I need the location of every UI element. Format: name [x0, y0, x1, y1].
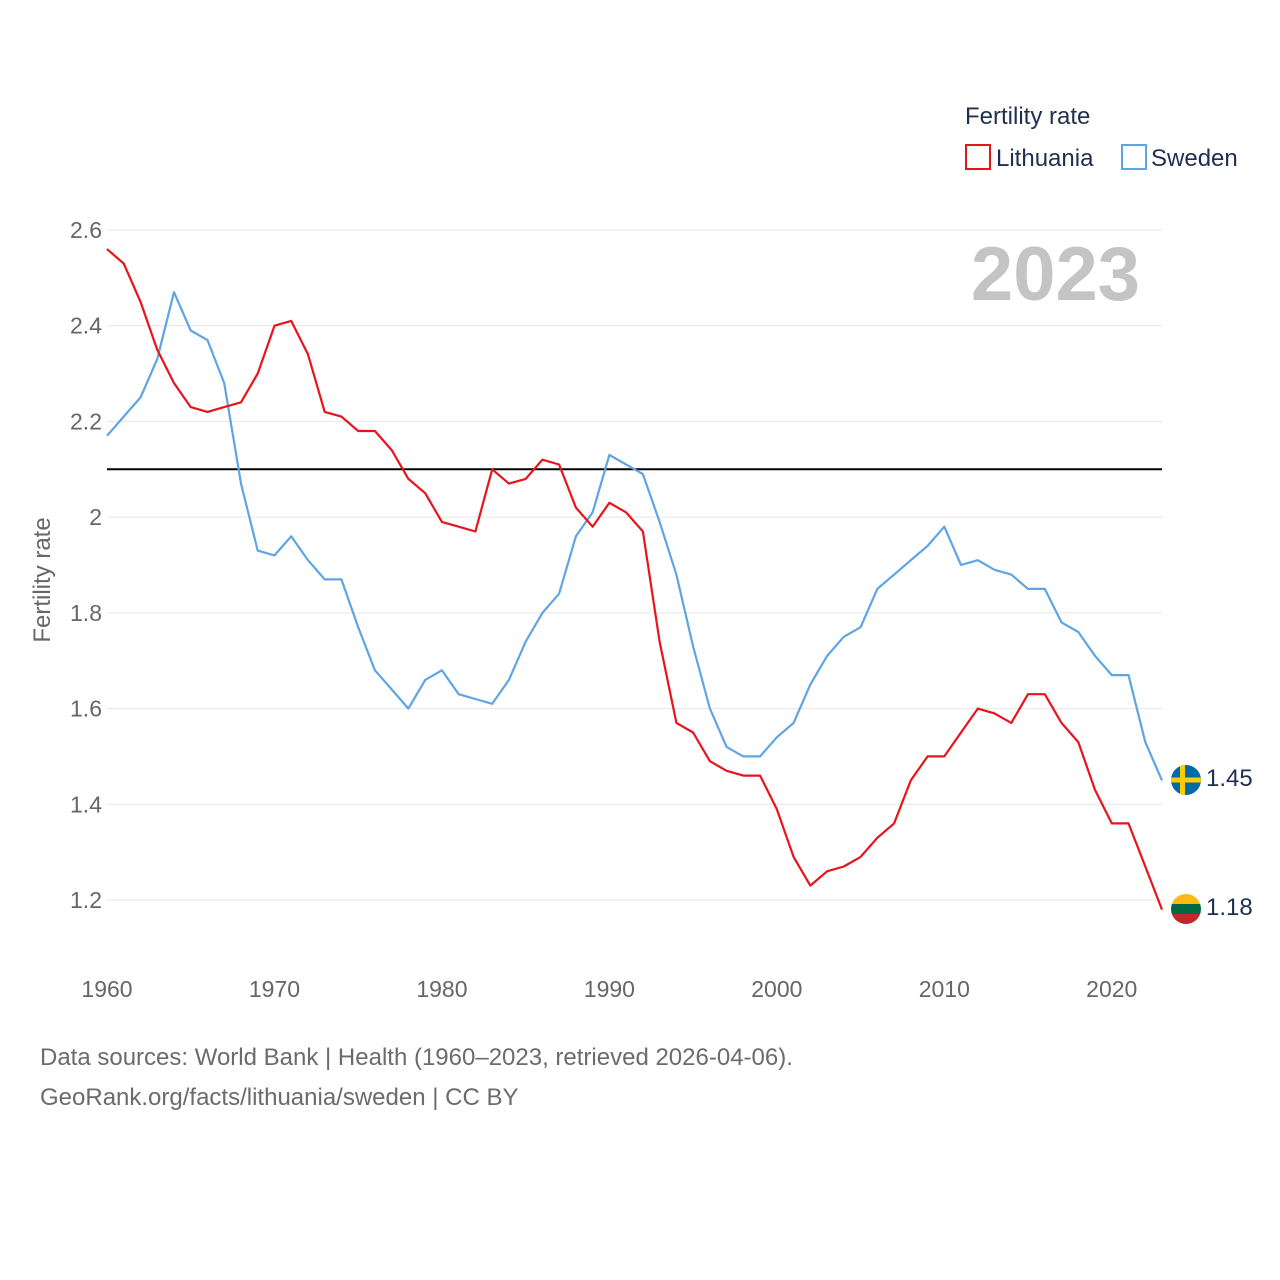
x-tick-label: 1980: [416, 976, 467, 1002]
y-tick-label: 1.6: [70, 696, 102, 722]
x-tick-label: 2010: [919, 976, 970, 1002]
y-tick-label: 2: [89, 504, 102, 530]
x-axis-ticks: 1960 1970 1980 1990 2000 2010 2020: [81, 976, 1137, 1002]
y-tick-label: 2.4: [70, 313, 102, 339]
end-value-label-sweden: 1.45: [1206, 765, 1253, 792]
legend-label-sweden: Sweden: [1151, 145, 1238, 172]
y-tick-label: 2.2: [70, 408, 102, 434]
grid-lines: [107, 229, 1162, 901]
year-watermark: 2023: [971, 232, 1140, 317]
legend: Fertility rate Lithuania Sweden: [965, 103, 1238, 172]
end-value-label-lithuania: 1.18: [1206, 894, 1253, 921]
sweden-flag-icon: [1171, 765, 1201, 795]
data-sources-note: Data sources: World Bank | Health (1960–…: [40, 1044, 793, 1071]
x-tick-label: 1990: [584, 976, 635, 1002]
x-tick-label: 1970: [249, 976, 300, 1002]
x-tick-label: 1960: [81, 976, 132, 1002]
series-line-lithuania: [106, 248, 1164, 910]
lithuania-flag-icon: [1171, 894, 1201, 924]
legend-swatch-sweden: [1121, 144, 1147, 170]
x-tick-label: 2020: [1086, 976, 1137, 1002]
y-axis-ticks: 1.2 1.4 1.6 1.8 2 2.2 2.4 2.6: [70, 217, 102, 913]
legend-swatch-lithuania: [965, 144, 991, 170]
fertility-rate-chart: 1.2 1.4 1.6 1.8 2 2.2 2.4 2.6 1960 1970 1980 1990 2…: [29, 103, 1253, 1002]
y-tick-label: 1.4: [70, 791, 102, 817]
legend-item-sweden[interactable]: Sweden: [1121, 144, 1238, 172]
y-tick-label: 2.6: [70, 217, 102, 243]
legend-label-lithuania: Lithuania: [996, 145, 1094, 172]
y-tick-label: 1.8: [70, 600, 102, 626]
y-axis-label: Fertility rate: [29, 517, 56, 642]
x-tick-label: 2000: [751, 976, 802, 1002]
y-tick-label: 1.2: [70, 887, 102, 913]
series-line-sweden: [106, 291, 1164, 781]
credit-note: GeoRank.org/facts/lithuania/sweden | CC …: [40, 1084, 519, 1111]
legend-item-lithuania[interactable]: Lithuania: [965, 144, 1094, 172]
legend-title: Fertility rate: [965, 103, 1090, 130]
